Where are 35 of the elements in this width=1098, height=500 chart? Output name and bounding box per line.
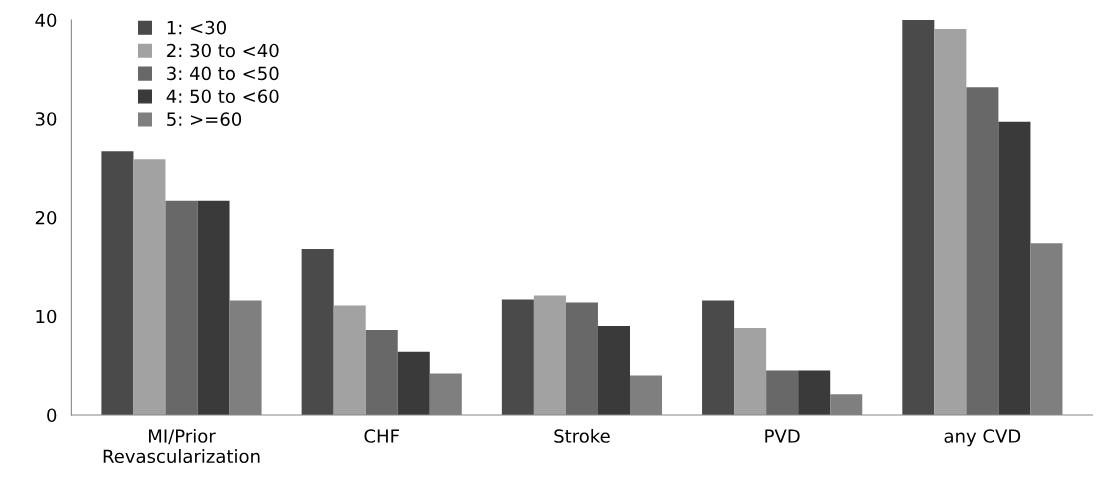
legend-label: 2: 30 to <40 xyxy=(167,43,279,58)
bar xyxy=(397,351,430,415)
bar xyxy=(533,295,566,415)
bar xyxy=(702,300,735,415)
bar xyxy=(197,200,230,415)
bar xyxy=(734,328,767,415)
bar xyxy=(133,159,166,415)
bar xyxy=(365,330,398,415)
x-tick-label: MI/Prior Revascularization xyxy=(103,428,260,464)
x-tick-label: Stroke xyxy=(554,428,610,443)
y-tick-label: 0 xyxy=(47,408,57,423)
legend-label: 3: 40 to <50 xyxy=(167,66,279,81)
legend-label: 1: <30 xyxy=(167,20,226,35)
y-tick-label: 20 xyxy=(35,210,57,225)
x-tick-label: CHF xyxy=(364,429,399,443)
bar xyxy=(966,87,999,415)
legend-label: 4: 50 to <60 xyxy=(166,89,279,104)
bar xyxy=(998,121,1031,415)
bar xyxy=(101,151,134,415)
bar xyxy=(301,249,334,415)
y-tick-label: 40 xyxy=(35,13,57,28)
bar xyxy=(501,299,534,415)
y-tick-label: 10 xyxy=(36,309,57,324)
bar xyxy=(165,200,198,415)
bar xyxy=(597,326,630,415)
bar xyxy=(333,305,366,415)
bar xyxy=(565,302,598,415)
x-tick-label: any CVD xyxy=(944,429,1021,447)
bar xyxy=(766,370,799,415)
bar xyxy=(902,20,935,415)
legend-label: 5: >=60 xyxy=(167,112,242,126)
bar xyxy=(934,28,967,415)
x-tick-label: PVD xyxy=(765,429,800,443)
y-tick-label: 30 xyxy=(35,112,57,126)
bar xyxy=(798,370,831,415)
